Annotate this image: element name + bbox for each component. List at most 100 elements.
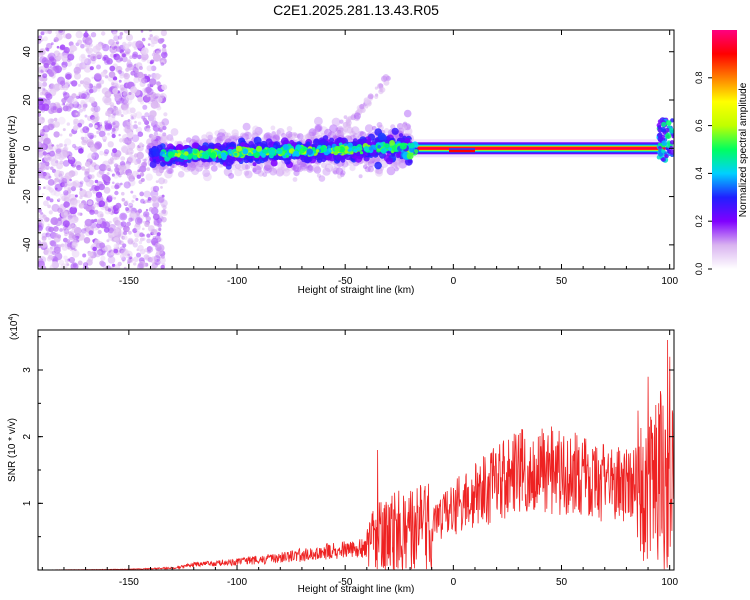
spectrogram-cell — [281, 132, 287, 139]
spectrogram-cell — [252, 125, 260, 133]
spectrogram-cell — [114, 226, 118, 230]
spectrogram-cell — [214, 137, 222, 144]
spectrogram-cell — [71, 239, 79, 247]
spectrogram-cell — [52, 106, 57, 111]
spectrogram-cell — [162, 205, 167, 210]
spectrogram-cell — [135, 40, 144, 49]
spectrogram-cell — [40, 164, 47, 171]
spectrogram-cell — [367, 165, 374, 173]
spectrogram-cell — [106, 57, 110, 61]
spectrogram-cell — [137, 262, 144, 269]
spectrogram-cell — [160, 210, 164, 214]
spectrogram-cell — [57, 217, 62, 221]
spectrogram-cell — [83, 65, 92, 73]
spectrogram-cell — [314, 116, 323, 126]
spectrogram-cell — [162, 179, 168, 184]
spectrogram-cell — [314, 124, 323, 133]
spectrogram-cell — [84, 218, 93, 227]
spectrogram-cell — [657, 119, 663, 124]
spectrogram-cell — [38, 116, 45, 124]
spectrogram-cell — [142, 227, 145, 231]
spectrogram-cell — [158, 74, 162, 78]
spectrogram-cell — [127, 237, 134, 244]
spectrogram-cell — [228, 172, 235, 179]
snr-y-tick-label: 2 — [22, 433, 33, 439]
spectrogram-cell — [145, 216, 151, 222]
spectrogram-cell — [146, 127, 151, 133]
spectrogram-cell — [69, 133, 73, 137]
spectrogram-cell — [82, 253, 87, 258]
spectrogram-cell — [264, 164, 271, 171]
spectrogram-y-axis-label: Frequency (Hz) — [7, 116, 18, 185]
spectrogram-cell — [41, 235, 47, 241]
spectrogram-cell — [123, 73, 128, 78]
spectrogram-cell — [99, 163, 107, 172]
spectrogram-cell — [66, 198, 70, 202]
spectrogram-cell — [149, 78, 157, 86]
spectrogram-cell — [376, 122, 383, 128]
spectrogram-cell — [235, 145, 242, 152]
spectrogram-cell — [395, 165, 401, 170]
spectrogram-cell — [135, 69, 139, 74]
spectrogram-cell — [129, 203, 133, 206]
spectrogram-cell — [59, 133, 63, 137]
snr-y-scale-label: (x104) — [8, 313, 20, 340]
spectrogram-cell — [126, 228, 130, 231]
spectrogram-cell — [323, 140, 329, 147]
spectrogram-cell — [136, 174, 141, 179]
spectrogram-cell — [56, 144, 59, 148]
spectrogram-cell — [661, 157, 665, 162]
spectrogram-cell — [113, 243, 119, 249]
spectrogram-cell — [38, 173, 43, 179]
spectrogram-cell — [299, 162, 309, 172]
spectrogram-cell — [80, 43, 85, 49]
spectrogram-cell — [343, 115, 348, 119]
spectrogram-cell — [127, 119, 131, 122]
spectrogram-cell — [145, 157, 149, 161]
spectrogram-cell — [147, 197, 152, 201]
colorbar-ticks: 0.0 0.2 0.4 0.6 0.8 — [694, 72, 712, 275]
spectrogram-cell — [107, 141, 114, 148]
spectrogram-cell — [370, 157, 376, 163]
spectrogram-cell — [111, 127, 116, 132]
spectrogram-cell — [71, 93, 77, 99]
spectrogram-cell — [344, 149, 349, 154]
spectrogram-cell — [257, 170, 264, 177]
spectrogram-cell — [91, 162, 97, 168]
spectrogram-cell — [94, 141, 102, 150]
spectrogram-cell — [271, 131, 277, 136]
spectrogram-cell — [188, 162, 193, 167]
spectrogram-cell — [103, 151, 109, 157]
spectrogram-cell — [50, 83, 55, 88]
spectrogram-cell — [242, 148, 249, 155]
spectrogram-cell — [140, 52, 149, 61]
spectrogram-cell — [115, 229, 124, 238]
spectrogram-cell — [66, 61, 73, 67]
spectrogram-cell — [123, 235, 128, 240]
spectrogram-cell — [74, 248, 77, 252]
spectrogram-cell — [240, 132, 246, 138]
spectrogram-cell — [106, 172, 110, 176]
spectrogram-cell — [307, 164, 314, 171]
spectrogram-cell — [95, 242, 102, 249]
spectrogram-cell — [83, 237, 91, 244]
spectrogram-cell — [98, 128, 101, 132]
spectrogram-cell — [202, 161, 211, 170]
spectrogram-cell — [48, 71, 54, 77]
spectrogram-cell — [282, 144, 289, 150]
spectrogram-cell — [94, 185, 100, 192]
spectrogram-cell — [193, 149, 198, 154]
spectrogram-cell — [146, 246, 152, 252]
spectrogram-cell — [99, 150, 104, 156]
spectrogram-cell — [272, 134, 281, 142]
spectrogram-cell — [110, 266, 114, 269]
spectrogram-cell — [107, 182, 110, 185]
spectrogram-cell — [50, 42, 54, 46]
spectrogram-y-tick-label: -20 — [22, 189, 33, 204]
spectrogram-cell — [114, 45, 118, 49]
spectrogram-cell — [404, 123, 412, 131]
spectrogram-cell — [70, 186, 76, 192]
spectrogram-cell — [93, 164, 100, 171]
spectrogram-cell — [114, 217, 118, 221]
spectrogram-cell — [169, 137, 174, 142]
